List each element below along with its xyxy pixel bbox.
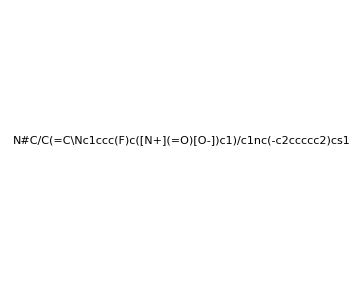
Text: N#C/C(=C\Nc1ccc(F)c([N+](=O)[O-])c1)/c1nc(-c2ccccc2)cs1: N#C/C(=C\Nc1ccc(F)c([N+](=O)[O-])c1)/c1n… xyxy=(13,135,351,146)
